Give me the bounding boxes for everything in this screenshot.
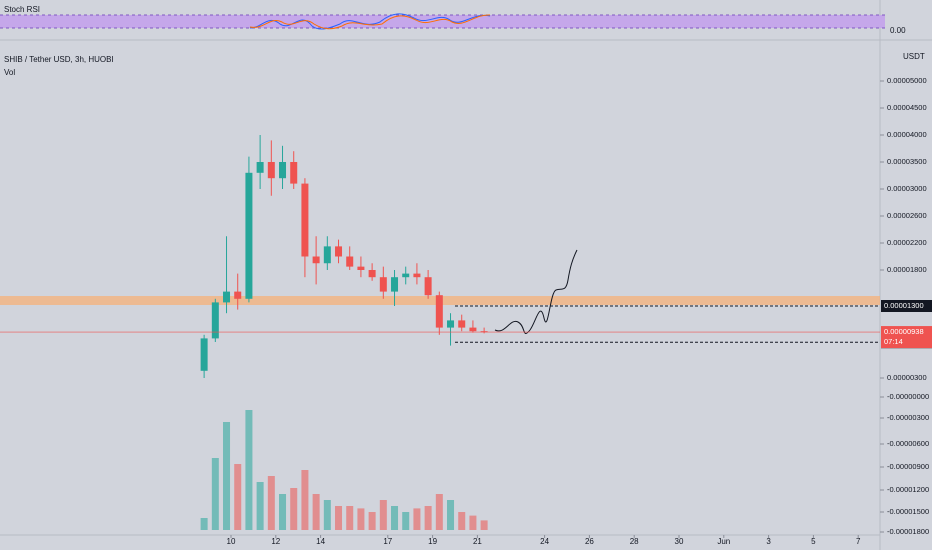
candle-body bbox=[234, 291, 242, 299]
volume-bar bbox=[480, 520, 488, 530]
x-tick-label: 12 bbox=[271, 537, 280, 546]
volume-title: Vol bbox=[4, 68, 15, 77]
volume-bar bbox=[435, 494, 443, 530]
x-tick-label: 3 bbox=[766, 537, 771, 546]
candle-body bbox=[480, 331, 488, 333]
x-tick-label: 17 bbox=[383, 537, 392, 546]
x-tick-label: Jun bbox=[717, 537, 730, 546]
volume-bar bbox=[424, 506, 432, 530]
symbol-title: SHIB / Tether USD, 3h, HUOBI bbox=[4, 55, 114, 64]
last-price-tag bbox=[881, 326, 932, 349]
y-tick-label: 0.00005000 bbox=[887, 76, 927, 85]
candle-body bbox=[301, 183, 309, 257]
volume-bar bbox=[346, 506, 354, 530]
candle-body bbox=[391, 277, 399, 292]
y-tick-label: -0.00000900 bbox=[887, 462, 929, 471]
candle-body bbox=[312, 256, 320, 264]
candle-body bbox=[200, 338, 208, 371]
volume-bar bbox=[357, 508, 365, 530]
y-tick-label: 0.00004500 bbox=[887, 103, 927, 112]
candle-body bbox=[256, 162, 264, 173]
y-tick-label: 0.00003500 bbox=[887, 157, 927, 166]
candle-body bbox=[458, 320, 466, 328]
x-tick-label: 5 bbox=[811, 537, 816, 546]
candle-body bbox=[368, 270, 376, 278]
candle-body bbox=[335, 246, 343, 257]
candle-body bbox=[413, 273, 421, 278]
countdown-label: 07:14 bbox=[884, 337, 903, 346]
candle-body bbox=[290, 162, 298, 184]
volume-bar bbox=[368, 512, 376, 530]
volume-bar bbox=[234, 464, 242, 530]
x-tick-label: 21 bbox=[473, 537, 482, 546]
x-tick-label: 26 bbox=[585, 537, 594, 546]
x-tick-label: 24 bbox=[540, 537, 549, 546]
candle-body bbox=[469, 327, 477, 332]
volume-bar bbox=[402, 512, 410, 530]
x-tick-label: 19 bbox=[428, 537, 437, 546]
last-price-label: 0.00000938 bbox=[884, 327, 924, 336]
candle-body bbox=[267, 162, 275, 179]
volume-bar bbox=[211, 458, 219, 530]
volume-bar bbox=[290, 488, 298, 530]
x-tick-label: 10 bbox=[227, 537, 236, 546]
volume-bar bbox=[469, 515, 477, 530]
y-tick-label: 0.00002200 bbox=[887, 238, 927, 247]
volume-bar bbox=[256, 482, 264, 530]
indicator-value: 0.00 bbox=[890, 26, 906, 35]
volume-bar bbox=[391, 506, 399, 530]
y-tick-label: -0.00000300 bbox=[887, 413, 929, 422]
y-tick-label: -0.00001800 bbox=[887, 527, 929, 536]
y-tick-label: 0.00004000 bbox=[887, 130, 927, 139]
x-tick-label: 7 bbox=[856, 537, 861, 546]
volume-bar bbox=[223, 422, 231, 530]
y-tick-label: -0.00001200 bbox=[887, 485, 929, 494]
candle-body bbox=[223, 291, 231, 303]
forecast-drawing bbox=[494, 249, 578, 335]
stoch-band bbox=[0, 15, 885, 28]
indicator-title: Stoch RSI bbox=[4, 5, 40, 14]
volume-bar bbox=[447, 500, 455, 530]
x-tick-label: 28 bbox=[630, 537, 639, 546]
volume-bar bbox=[379, 500, 387, 530]
stoch-k-line bbox=[249, 13, 491, 30]
volume-bar bbox=[267, 476, 275, 530]
y-tick-label: 0.00000300 bbox=[887, 373, 927, 382]
volume-bar bbox=[312, 494, 320, 530]
y-tick-label: -0.00000000 bbox=[887, 392, 929, 401]
candle-body bbox=[447, 320, 455, 328]
currency-label: USDT bbox=[903, 52, 925, 61]
y-tick-label: -0.00000600 bbox=[887, 439, 929, 448]
volume-bar bbox=[301, 470, 309, 530]
y-tick-label: 0.00002600 bbox=[887, 211, 927, 220]
volume-bar bbox=[200, 518, 208, 530]
stoch-d-line bbox=[249, 14, 491, 30]
candle-body bbox=[323, 246, 331, 264]
y-tick-label: 0.00003000 bbox=[887, 184, 927, 193]
volume-bar bbox=[245, 410, 253, 530]
candle-body bbox=[402, 273, 410, 278]
candle-body bbox=[211, 302, 219, 339]
volume-bar bbox=[458, 512, 466, 530]
price-tag bbox=[881, 300, 932, 312]
volume-bar bbox=[279, 494, 287, 530]
candle-body bbox=[357, 266, 365, 270]
candle-body bbox=[424, 277, 432, 296]
x-tick-label: 30 bbox=[675, 537, 684, 546]
volume-bar bbox=[335, 506, 343, 530]
candle-body bbox=[435, 295, 443, 328]
candle-body bbox=[279, 162, 287, 179]
volume-bar bbox=[323, 500, 331, 530]
candle-body bbox=[245, 172, 253, 299]
price-tag-label: 0.00001300 bbox=[884, 301, 924, 310]
candle-body bbox=[379, 277, 387, 292]
volume-bar bbox=[413, 508, 421, 530]
candle-body bbox=[346, 256, 354, 267]
y-tick-label: 0.00001800 bbox=[887, 265, 927, 274]
y-tick-label: -0.00001500 bbox=[887, 507, 929, 516]
x-tick-label: 14 bbox=[316, 537, 325, 546]
